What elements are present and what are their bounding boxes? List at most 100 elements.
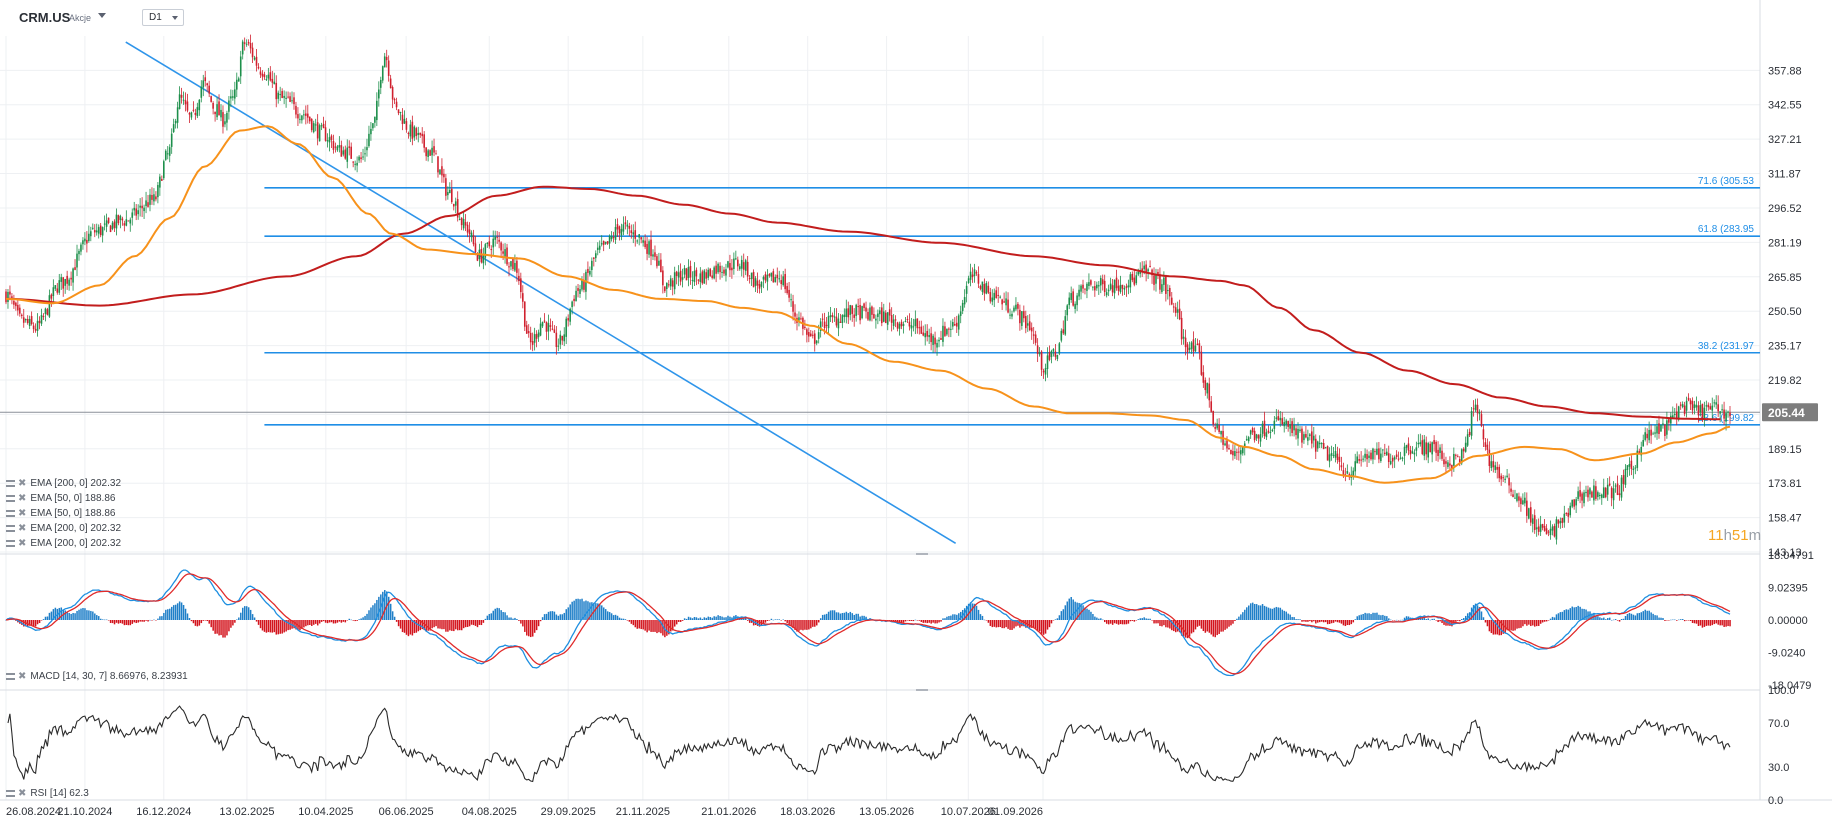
close-icon[interactable]: ✖ [18, 538, 27, 549]
candle-body [1084, 288, 1086, 290]
symbol-dropdown-icon[interactable] [98, 13, 106, 18]
candle-body [1512, 494, 1514, 497]
macd-histogram-bar [855, 613, 857, 620]
candle-body [1147, 269, 1149, 272]
date-axis-tick-label: 10.07.2026 [941, 806, 996, 818]
candle-body [1017, 303, 1019, 309]
candle-body [287, 96, 289, 98]
macd-histogram-bar [92, 611, 94, 620]
candle-body [222, 112, 224, 127]
macd-histogram-bar [1354, 619, 1357, 620]
menu-icon[interactable] [6, 510, 15, 517]
timeframe-select[interactable]: D1 [142, 9, 184, 26]
indicator-legend-macd[interactable]: ✖ MACD [14, 30, 7] 8.66976, 8.23931 [6, 670, 188, 684]
trend-line-layer[interactable] [125, 41, 957, 545]
macd-histogram-bar [245, 606, 248, 620]
candle-body [622, 224, 625, 232]
close-icon[interactable]: ✖ [18, 671, 27, 682]
macd-histogram-bar [90, 610, 92, 620]
macd-histogram-bar [762, 620, 765, 624]
menu-icon[interactable] [6, 790, 15, 797]
macd-histogram-bar [634, 620, 637, 628]
candle-body [281, 91, 283, 98]
candle-body [273, 81, 276, 85]
close-icon[interactable]: ✖ [18, 788, 27, 799]
candle-body [1425, 442, 1428, 455]
indicator-legend-ema-1[interactable]: ✖ EMA [200, 0] 202.32 [6, 477, 121, 491]
macd-histogram-bar [1530, 620, 1532, 627]
macd-histogram-bar [314, 620, 317, 624]
candle-body [677, 272, 680, 278]
macd-histogram-bar [790, 620, 792, 626]
candle-body [1054, 351, 1057, 357]
indicator-legend-ema-5[interactable]: ✖ EMA [200, 0] 202.32 [6, 537, 121, 551]
macd-histogram-bar [259, 620, 262, 629]
macd-histogram-bar [1553, 617, 1556, 620]
menu-icon[interactable] [6, 673, 15, 680]
candle-body [545, 321, 548, 332]
macd-histogram-bar [119, 620, 122, 624]
macd-histogram-bar [930, 620, 932, 624]
macd-histogram-bar [117, 620, 120, 624]
macd-histogram-bar [1277, 607, 1280, 620]
macd-histogram-bar [1340, 620, 1343, 624]
macd-histogram-bar [1214, 620, 1216, 638]
macd-histogram-bar [948, 616, 950, 620]
macd-histogram-bar [833, 610, 836, 620]
macd-histogram-bar [1585, 609, 1587, 620]
candle-body [1342, 470, 1345, 476]
macd-histogram-bar [977, 609, 980, 620]
rsi-axis-tick-label: 0.0 [1768, 795, 1783, 807]
macd-histogram-bar [234, 620, 236, 623]
candle-body [823, 321, 826, 328]
macd-histogram-bar [1315, 620, 1317, 624]
timer-part: 51 [1732, 527, 1749, 544]
close-icon[interactable]: ✖ [18, 493, 27, 504]
candle-body [336, 146, 339, 151]
macd-histogram-bar [374, 603, 376, 620]
candle-body [1074, 303, 1076, 309]
close-icon[interactable]: ✖ [18, 523, 27, 534]
candle-body [1453, 453, 1455, 466]
indicator-legend-ema-2[interactable]: ✖ EMA [50, 0] 188.86 [6, 492, 115, 506]
symbol-name[interactable]: CRM.US [19, 10, 71, 25]
macd-histogram-bar [498, 608, 500, 620]
macd-histogram-bar [125, 620, 128, 625]
candle-body [168, 147, 171, 156]
close-icon[interactable]: ✖ [18, 478, 27, 489]
indicator-legend-ema-3[interactable]: ✖ EMA [50, 0] 188.86 [6, 507, 115, 521]
macd-histogram-bar [904, 620, 907, 622]
candle-body [1618, 493, 1621, 496]
candle-body [464, 222, 467, 226]
candle-body [772, 271, 775, 283]
macd-histogram-bar [1283, 610, 1286, 620]
candle-body [800, 318, 802, 320]
candle-body [634, 230, 637, 239]
candle-body [488, 241, 491, 247]
candle-body [50, 294, 53, 299]
candle-body [1115, 277, 1118, 289]
menu-icon[interactable] [6, 540, 15, 547]
candle-body [1330, 452, 1333, 456]
macd-histogram-bar [608, 612, 611, 620]
menu-icon[interactable] [6, 480, 15, 487]
candle-body [421, 133, 424, 137]
macd-histogram-bar [624, 619, 627, 620]
indicator-legend-rsi[interactable]: ✖ RSI [14] 62.3 [6, 787, 89, 801]
indicator-legend-ema-4[interactable]: ✖ EMA [200, 0] 202.32 [6, 522, 121, 536]
macd-histogram-bar [322, 620, 325, 622]
macd-histogram-bar [547, 611, 550, 620]
menu-icon[interactable] [6, 495, 15, 502]
macd-histogram-bar [133, 620, 136, 623]
macd-histogram-bar [1403, 617, 1406, 620]
candle-body [894, 319, 897, 321]
macd-histogram-bar [1216, 620, 1218, 636]
candle-body [881, 307, 883, 324]
candle-body [1599, 494, 1601, 496]
menu-icon[interactable] [6, 525, 15, 532]
close-icon[interactable]: ✖ [18, 508, 27, 519]
candle-body [1439, 447, 1441, 453]
macd-histogram-bar [163, 612, 165, 620]
candle-body [1520, 498, 1522, 505]
